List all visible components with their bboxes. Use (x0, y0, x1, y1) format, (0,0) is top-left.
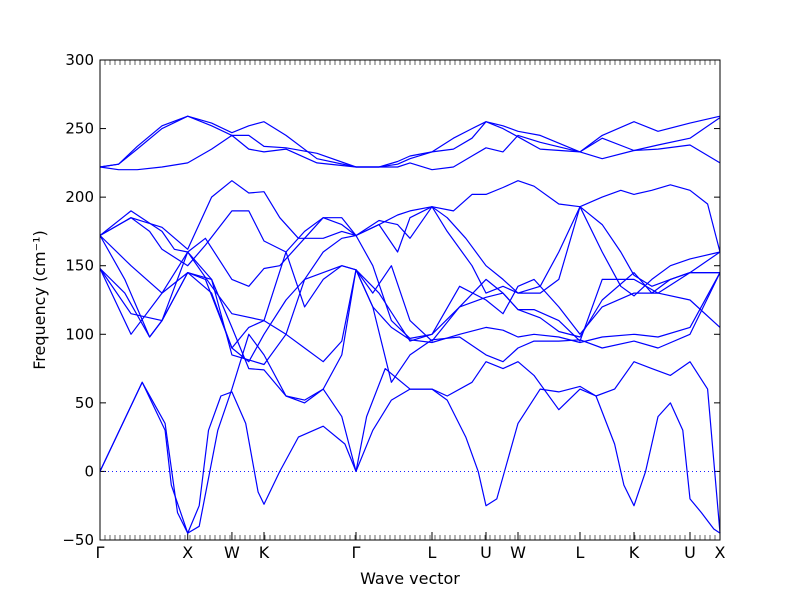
x-tick-label: U (480, 543, 492, 562)
y-tick-label: 200 (65, 188, 94, 206)
band-line-13 (99, 115, 721, 168)
plot-frame (99, 59, 721, 541)
x-tick-label: L (428, 543, 437, 562)
x-tick-label: X (715, 543, 726, 562)
x-tick-label: Γ (96, 543, 105, 562)
y-tick-label: −50 (62, 531, 94, 549)
band-line-6 (99, 235, 721, 342)
y-tick-label: 50 (75, 394, 94, 412)
y-tick-label: 100 (65, 325, 94, 343)
band-line-3 (99, 268, 721, 401)
band-line-11 (99, 134, 721, 171)
x-tick-label: K (259, 543, 270, 562)
y-tick-label: 250 (65, 120, 94, 138)
band-line-10 (99, 180, 721, 253)
band-line-2 (99, 333, 721, 534)
y-tick-label: 150 (65, 257, 94, 275)
band-line-7 (99, 265, 720, 363)
x-tick-label: X (182, 543, 193, 562)
y-axis-ticks: −50 0 50 100 150 200 250 300 (62, 51, 720, 549)
band-line-12 (99, 115, 721, 168)
x-axis-label: Wave vector (360, 569, 460, 588)
x-tick-label: Γ (352, 543, 361, 562)
y-tick-label: 300 (65, 51, 94, 69)
band-line-9 (99, 206, 721, 297)
band-line-5 (99, 234, 721, 366)
x-tick-label: U (684, 543, 696, 562)
x-tick-label: W (510, 543, 526, 562)
x-tick-label: W (224, 543, 240, 562)
y-tick-label: 0 (84, 462, 94, 480)
x-tick-label: K (629, 543, 640, 562)
band-line-8 (99, 206, 720, 294)
band-line-1 (99, 381, 721, 534)
band-line-4 (99, 268, 721, 363)
phonon-bands (99, 115, 721, 534)
y-axis-label: Frequency (cm⁻¹) (30, 230, 49, 369)
x-tick-label: L (576, 543, 585, 562)
